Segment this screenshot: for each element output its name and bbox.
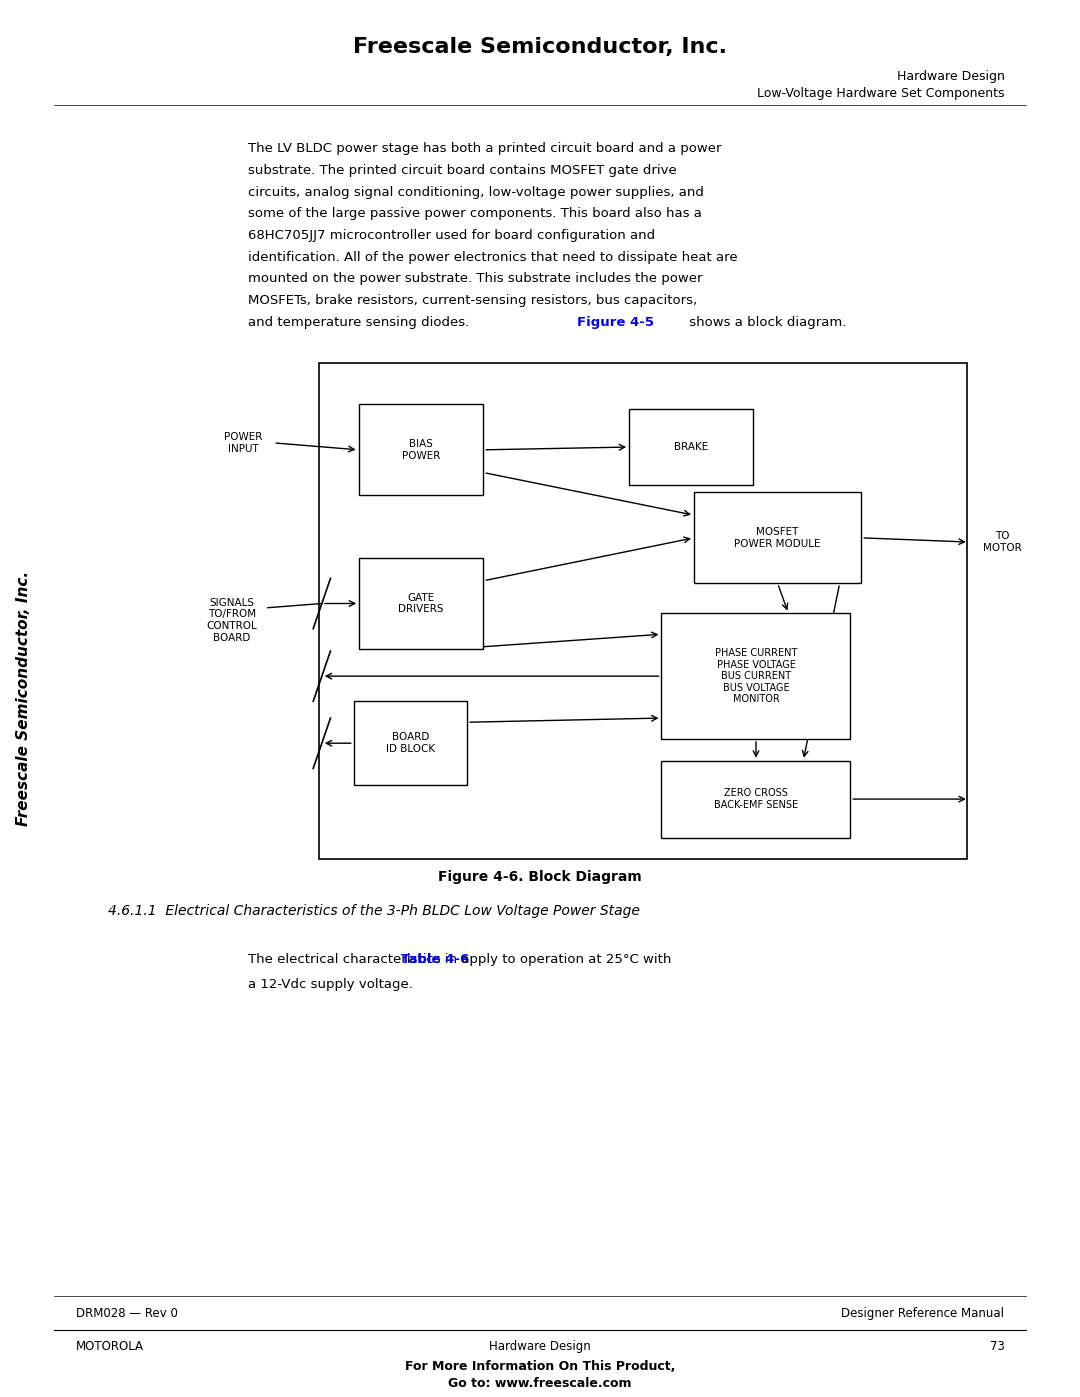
Text: Hardware Design: Hardware Design: [896, 70, 1004, 84]
Text: BIAS
POWER: BIAS POWER: [402, 439, 441, 461]
FancyBboxPatch shape: [319, 363, 967, 859]
Text: Figure 4-6. Block Diagram: Figure 4-6. Block Diagram: [438, 870, 642, 884]
Text: circuits, analog signal conditioning, low-voltage power supplies, and: circuits, analog signal conditioning, lo…: [248, 186, 704, 198]
Text: SIGNALS
TO/FROM
CONTROL
BOARD: SIGNALS TO/FROM CONTROL BOARD: [206, 598, 257, 643]
FancyBboxPatch shape: [354, 701, 468, 785]
Text: POWER
INPUT: POWER INPUT: [224, 432, 262, 454]
FancyBboxPatch shape: [359, 404, 484, 495]
Text: 4.6.1.1  Electrical Characteristics of the 3-Ph BLDC Low Voltage Power Stage: 4.6.1.1 Electrical Characteristics of th…: [108, 904, 639, 918]
Text: and temperature sensing diodes.: and temperature sensing diodes.: [248, 316, 474, 328]
Text: MOSFET
POWER MODULE: MOSFET POWER MODULE: [734, 527, 821, 549]
Text: The electrical characteristics in: The electrical characteristics in: [248, 953, 462, 965]
Text: Figure 4-5: Figure 4-5: [577, 316, 653, 328]
Text: DRM028 — Rev 0: DRM028 — Rev 0: [76, 1306, 177, 1320]
Text: Hardware Design: Hardware Design: [489, 1340, 591, 1354]
FancyBboxPatch shape: [693, 493, 862, 584]
Text: The LV BLDC power stage has both a printed circuit board and a power: The LV BLDC power stage has both a print…: [248, 142, 721, 155]
Text: TO
MOTOR: TO MOTOR: [983, 531, 1022, 553]
Text: GATE
DRIVERS: GATE DRIVERS: [399, 592, 444, 615]
Text: Freescale Semiconductor, Inc.: Freescale Semiconductor, Inc.: [353, 38, 727, 57]
FancyBboxPatch shape: [661, 613, 851, 739]
Text: Low-Voltage Hardware Set Components: Low-Voltage Hardware Set Components: [757, 87, 1004, 101]
Text: Table 4-6: Table 4-6: [401, 953, 469, 965]
Text: substrate. The printed circuit board contains MOSFET gate drive: substrate. The printed circuit board con…: [248, 163, 677, 177]
Text: mounted on the power substrate. This substrate includes the power: mounted on the power substrate. This sub…: [248, 272, 703, 285]
Text: BOARD
ID BLOCK: BOARD ID BLOCK: [386, 732, 435, 754]
Text: BRAKE: BRAKE: [674, 441, 708, 453]
Text: 73: 73: [989, 1340, 1004, 1354]
Text: PHASE CURRENT
PHASE VOLTAGE
BUS CURRENT
BUS VOLTAGE
MONITOR: PHASE CURRENT PHASE VOLTAGE BUS CURRENT …: [715, 648, 797, 704]
Text: shows a block diagram.: shows a block diagram.: [685, 316, 846, 328]
Text: MOSFETs, brake resistors, current-sensing resistors, bus capacitors,: MOSFETs, brake resistors, current-sensin…: [248, 295, 698, 307]
FancyBboxPatch shape: [661, 760, 851, 838]
Text: Designer Reference Manual: Designer Reference Manual: [841, 1306, 1004, 1320]
Text: identification. All of the power electronics that need to dissipate heat are: identification. All of the power electro…: [248, 251, 738, 264]
Text: a 12-Vdc supply voltage.: a 12-Vdc supply voltage.: [248, 978, 414, 990]
Text: ZERO CROSS
BACK-EMF SENSE: ZERO CROSS BACK-EMF SENSE: [714, 788, 798, 810]
Text: For More Information On This Product,: For More Information On This Product,: [405, 1359, 675, 1373]
Text: Freescale Semiconductor, Inc.: Freescale Semiconductor, Inc.: [16, 571, 31, 826]
Text: Go to: www.freescale.com: Go to: www.freescale.com: [448, 1376, 632, 1390]
FancyBboxPatch shape: [629, 408, 754, 485]
Text: MOTOROLA: MOTOROLA: [76, 1340, 144, 1354]
Text: apply to operation at 25°C with: apply to operation at 25°C with: [457, 953, 671, 965]
Text: some of the large passive power components. This board also has a: some of the large passive power componen…: [248, 208, 702, 221]
FancyBboxPatch shape: [359, 557, 484, 648]
Text: 68HC705JJ7 microcontroller used for board configuration and: 68HC705JJ7 microcontroller used for boar…: [248, 229, 656, 242]
